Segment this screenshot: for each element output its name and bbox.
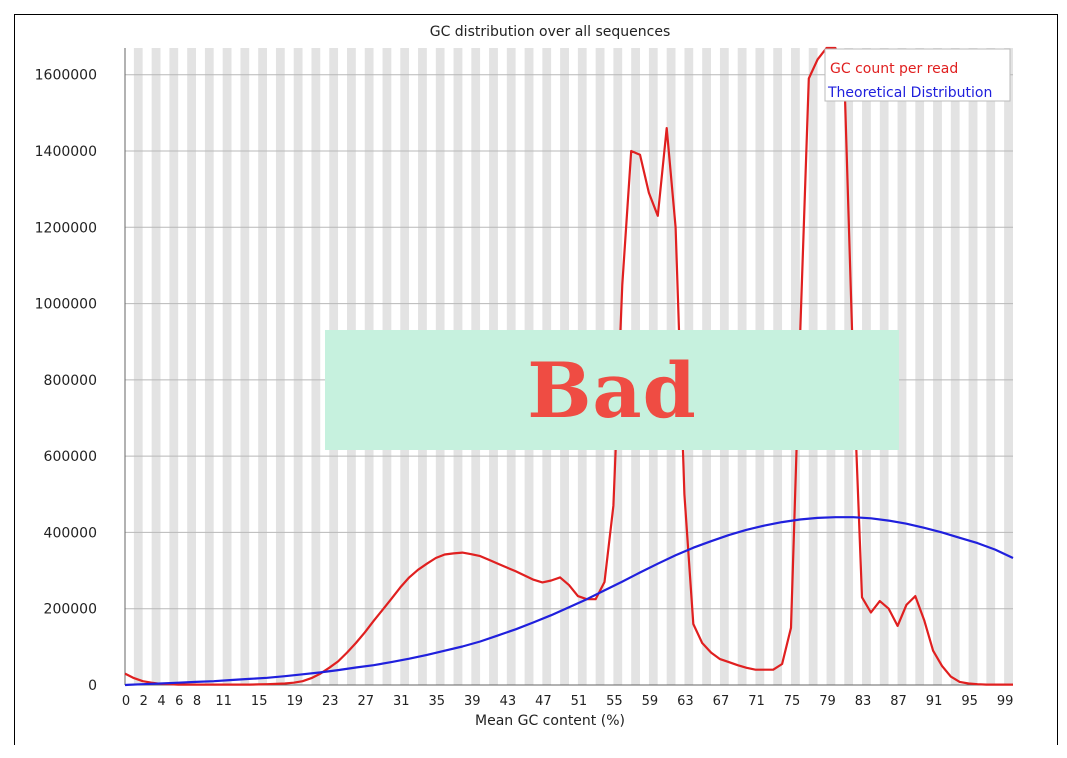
- x-axis-label: Mean GC content (%): [475, 713, 625, 729]
- bg-stripe: [950, 48, 960, 685]
- bg-stripe: [977, 48, 987, 685]
- x-tick-label: 91: [926, 694, 943, 709]
- x-tick-label: 63: [677, 694, 694, 709]
- x-tick-label: 19: [286, 694, 303, 709]
- bg-stripe: [959, 48, 969, 685]
- y-tick-label: 200000: [44, 602, 97, 618]
- legend: GC count per read Theoretical Distributi…: [824, 48, 1011, 102]
- series-lines: [124, 46, 1014, 687]
- bg-stripe: [284, 48, 294, 685]
- bg-stripe: [924, 48, 934, 685]
- x-tick-label: 0: [122, 694, 130, 709]
- bg-stripe: [933, 48, 942, 685]
- series-line-theoretical: [124, 516, 1014, 687]
- bg-stripe: [293, 48, 303, 685]
- bg-stripe: [213, 48, 223, 685]
- chart-title: GC distribution over all sequences: [430, 24, 671, 40]
- x-tick-label: 59: [642, 694, 659, 709]
- bg-stripe: [160, 48, 170, 685]
- bg-stripe: [151, 48, 161, 685]
- bad-label: Bad: [527, 345, 697, 435]
- legend-item-theoretical: Theoretical Distribution: [827, 85, 992, 101]
- x-tick-label: 23: [322, 694, 339, 709]
- bg-stripe: [986, 48, 996, 685]
- legend-box: [824, 48, 1011, 102]
- bg-stripe: [320, 48, 330, 685]
- y-tick-label: 1600000: [35, 68, 97, 84]
- bg-stripe: [240, 48, 250, 685]
- x-tick-label: 67: [713, 694, 730, 709]
- bg-stripe: [222, 48, 232, 685]
- bg-stripe: [231, 48, 241, 685]
- bad-overlay-banner: Bad: [325, 330, 899, 450]
- bg-stripe: [275, 48, 285, 685]
- x-tick-label: 75: [784, 694, 801, 709]
- y-tick-labels: 0 200000 400000 600000 800000 1000000 1200000 1…: [35, 68, 97, 694]
- bg-stripe: [906, 48, 916, 685]
- bg-stripe: [133, 48, 143, 685]
- bg-stripe: [142, 48, 152, 685]
- x-tick-label: 35: [429, 694, 446, 709]
- bg-stripe: [196, 48, 205, 685]
- x-tick-label: 15: [251, 694, 268, 709]
- x-tick-label: 31: [393, 694, 410, 709]
- x-tick-label: 8: [193, 694, 201, 709]
- x-tick-label: 2: [140, 694, 148, 709]
- x-tick-labels: 0 2 4 6 8 11 15 19 23 27 31 35 39 43 47 51 55 59 63 67 71 75 7…: [122, 694, 1014, 709]
- y-tick-label: 800000: [44, 373, 97, 389]
- bg-stripe: [897, 48, 907, 685]
- x-tick-label: 43: [500, 694, 517, 709]
- y-tick-label: 400000: [44, 525, 97, 541]
- bg-stripe: [125, 48, 134, 685]
- bg-stripe: [941, 48, 951, 685]
- x-tick-label: 87: [890, 694, 907, 709]
- x-tick-label: 79: [819, 694, 836, 709]
- bg-stripe: [915, 48, 925, 685]
- bg-stripe: [187, 48, 197, 685]
- x-tick-label: 55: [606, 694, 623, 709]
- y-tick-label: 600000: [44, 449, 97, 465]
- x-tick-label: 6: [175, 694, 183, 709]
- y-tick-label: 1000000: [35, 297, 97, 313]
- y-tick-label: 1400000: [35, 144, 97, 160]
- x-tick-label: 11: [215, 694, 232, 709]
- x-tick-label: 99: [997, 694, 1014, 709]
- x-tick-label: 51: [571, 694, 588, 709]
- bg-stripe: [169, 48, 179, 685]
- bg-stripe: [258, 48, 268, 685]
- bg-stripe: [178, 48, 188, 685]
- bg-stripe: [968, 48, 978, 685]
- bg-stripe: [995, 48, 1005, 685]
- legend-item-gc-count: GC count per read: [830, 61, 958, 77]
- series-line-gc-count: [124, 46, 1013, 686]
- y-tick-label: 0: [88, 678, 97, 694]
- y-tick-label: 1200000: [35, 220, 97, 236]
- bg-stripe: [311, 48, 321, 685]
- x-tick-label: 47: [535, 694, 552, 709]
- x-tick-label: 4: [157, 694, 165, 709]
- x-tick-label: 71: [748, 694, 765, 709]
- bg-stripe: [249, 48, 259, 685]
- x-tick-label: 27: [357, 694, 374, 709]
- x-tick-label: 39: [464, 694, 481, 709]
- bg-stripe: [204, 48, 214, 685]
- bg-stripe: [1004, 48, 1013, 685]
- bg-stripe: [267, 48, 276, 685]
- x-tick-label: 95: [961, 694, 978, 709]
- x-tick-label: 83: [855, 694, 872, 709]
- bg-stripe: [302, 48, 312, 685]
